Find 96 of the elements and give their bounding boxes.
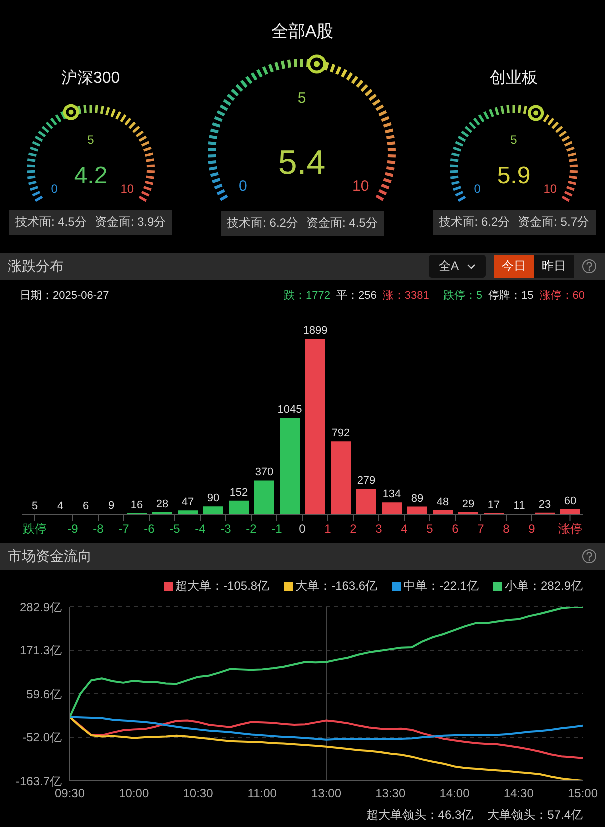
text: 平：256 xyxy=(336,289,377,303)
data-label: 1899 xyxy=(303,325,328,337)
legend-label: 超大单：-105.8亿 xyxy=(174,578,270,595)
text: 资金面: 5.7分 xyxy=(518,214,590,231)
data-label: 47 xyxy=(182,496,194,509)
data-label: 370 xyxy=(255,466,274,479)
text: 5 xyxy=(87,133,94,148)
text: 大单领头：57.4亿 xyxy=(488,807,583,824)
x-tick-label: 14:30 xyxy=(504,786,534,801)
x-tick-label: 10:30 xyxy=(183,786,214,801)
x-tick-label: -5 xyxy=(170,522,181,536)
x-tick-label: 1 xyxy=(324,522,332,536)
data-label: 89 xyxy=(411,492,424,505)
x-tick-label: -8 xyxy=(93,522,104,536)
text: 5 xyxy=(510,133,518,148)
x-tick-label: -7 xyxy=(118,522,130,536)
data-label: 60 xyxy=(564,495,577,508)
data-label: 11 xyxy=(514,500,526,512)
x-tick-label: -3 xyxy=(220,522,232,536)
text: 技术面: 4.5分 xyxy=(15,214,87,231)
data-label: 4.2 xyxy=(74,162,108,190)
text: 0 xyxy=(239,178,248,195)
data-label: 4 xyxy=(57,500,64,513)
x-tick-label: 15:00 xyxy=(568,786,598,801)
data-label: 16 xyxy=(130,500,144,512)
x-tick-label: 13:30 xyxy=(376,786,406,801)
text: 今日 xyxy=(494,255,534,278)
x-tick-label: 3 xyxy=(376,522,383,536)
text: 跌停：5 xyxy=(443,289,482,303)
text: 资金面: 3.9分 xyxy=(94,214,166,231)
text: 超大单领头：46.3亿 xyxy=(366,807,474,824)
text: 资金面: 4.5分 xyxy=(306,214,378,232)
text: 昨日 xyxy=(534,255,574,278)
x-tick-label: -6 xyxy=(144,522,156,536)
text: 创业板 xyxy=(490,68,538,89)
data-label: 48 xyxy=(436,496,450,509)
x-tick-label: 14:00 xyxy=(440,786,470,801)
x-tick-label: -9 xyxy=(68,522,79,536)
data-label: 5 xyxy=(32,500,38,513)
data-label: 28 xyxy=(156,498,169,510)
text: 涨停：60 xyxy=(540,289,585,303)
data-label: 90 xyxy=(207,492,220,505)
y-tick-label: 282.9亿 xyxy=(20,600,62,614)
x-tick-label: 2 xyxy=(350,522,358,536)
text: 沪深300 xyxy=(61,68,120,89)
chart-title: 涨跌分布 xyxy=(8,258,65,276)
legend-label: 中单：-22.1亿 xyxy=(402,578,479,595)
x-tick-label: 9 xyxy=(528,522,536,536)
text: 5 xyxy=(298,90,307,107)
data-label: 5.4 xyxy=(278,144,326,182)
x-tick-label: 8 xyxy=(503,522,510,536)
data-label: 134 xyxy=(382,488,402,501)
data-label: 152 xyxy=(230,486,248,499)
y-tick-label: 59.6亿 xyxy=(26,687,62,702)
data-label: 6 xyxy=(82,500,90,512)
text: 10 xyxy=(544,182,558,196)
x-tick-label: -1 xyxy=(272,522,283,536)
y-tick-label: -52.0亿 xyxy=(22,730,62,745)
data-label: 9 xyxy=(108,500,115,512)
data-label: 29 xyxy=(462,498,475,510)
chart-title: 市场资金流向 xyxy=(8,548,93,566)
x-tick-label: -2 xyxy=(246,522,258,536)
text: 跌：1772 xyxy=(284,289,331,303)
text: 全A xyxy=(428,255,486,278)
data-label: 23 xyxy=(538,498,552,511)
x-tick-label: 7 xyxy=(478,522,485,536)
text: 0 xyxy=(51,182,58,196)
text: 涨：3381 xyxy=(382,289,430,303)
data-label: 792 xyxy=(332,428,350,440)
y-tick-label: -163.7亿 xyxy=(16,774,62,788)
text: 10 xyxy=(120,182,134,196)
x-tick-label: 涨停 xyxy=(558,522,582,536)
text: 0 xyxy=(474,182,482,196)
x-tick-label: 4 xyxy=(401,522,408,536)
text: 技术面: 6.2分 xyxy=(438,214,510,231)
text: 技术面: 6.2分 xyxy=(227,214,298,232)
x-tick-label: 09:30 xyxy=(54,786,86,801)
text: 10 xyxy=(353,178,370,195)
data-label: 1045 xyxy=(278,404,302,416)
data-label: 5.9 xyxy=(497,162,531,190)
x-tick-label: -4 xyxy=(195,522,206,536)
data-label: 279 xyxy=(357,475,376,488)
legend-label: 大单：-163.6亿 xyxy=(294,578,378,595)
text: 全部A股 xyxy=(271,21,334,43)
text: 日期：2025-06-27 xyxy=(20,289,110,303)
legend-label: 小单：282.9亿 xyxy=(504,578,583,595)
data-label: 17 xyxy=(488,499,500,512)
text: 停牌：15 xyxy=(488,289,534,303)
x-tick-label: 13:00 xyxy=(311,786,342,801)
x-tick-label: 10:00 xyxy=(119,786,150,801)
y-tick-label: 171.3亿 xyxy=(20,644,62,658)
x-tick-label: 0 xyxy=(299,522,306,536)
x-tick-label: 6 xyxy=(452,522,460,536)
x-tick-label: 11:00 xyxy=(248,786,278,801)
x-tick-label: 跌停 xyxy=(22,522,47,536)
x-tick-label: 5 xyxy=(426,522,434,536)
